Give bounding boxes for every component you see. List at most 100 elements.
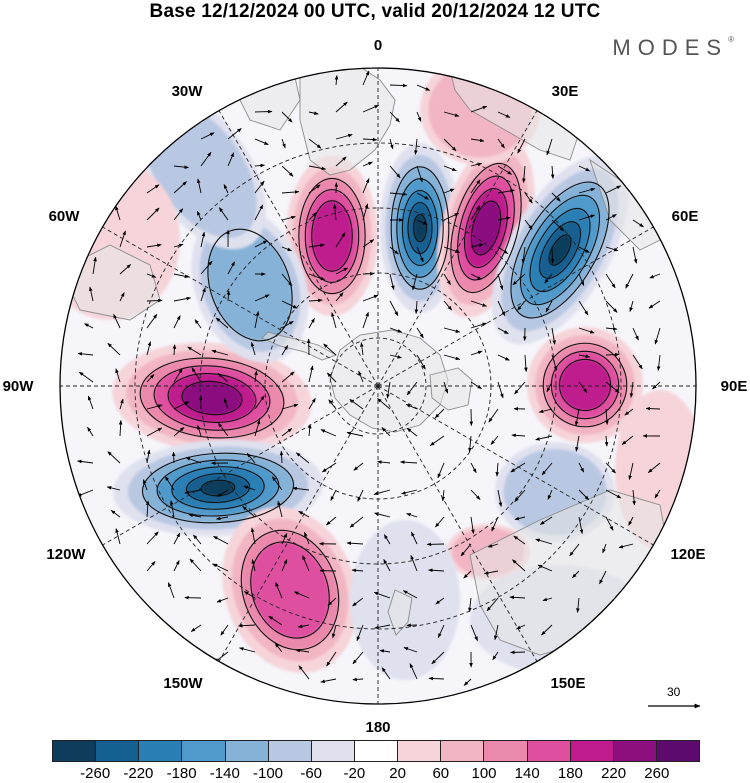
wind-vector [333,204,337,221]
wind-vector [331,624,337,639]
colorbar-tick-label: 60 [432,765,450,782]
wind-vector [353,462,364,471]
anomaly-contour [519,194,601,306]
anomaly-contour [250,541,330,639]
wind-vector [250,527,256,545]
wind-vector [217,373,229,383]
wind-vector [281,190,300,194]
wind-vector [119,264,132,275]
landmass [299,68,396,176]
wind-vector [443,212,460,221]
wind-vector [470,516,475,535]
colorbar-tick-label: 180 [557,765,583,782]
wind-vector [605,489,622,499]
colorbar-tick-label: -100 [252,765,284,782]
wind-vector [401,489,418,495]
wind-vector [647,462,661,473]
wind-vector [470,462,477,474]
wind-vector [389,273,395,291]
wind-vector [213,535,229,545]
wind-vector [541,624,553,636]
positive-anomaly-band [559,359,611,411]
wind-vector [187,346,202,356]
colorbar-tick-label: -220 [123,765,154,782]
lon-label-120w: 120W [46,546,86,563]
wind-vector [173,532,181,545]
wind-vector [524,354,528,373]
wind-vector [468,597,472,613]
wind-vector [362,137,378,142]
wind-vector [212,563,229,572]
anomaly-contour [181,380,243,416]
wind-vector [389,165,401,179]
wind-vector [470,489,481,500]
wind-vector [281,111,293,123]
wind-vector [551,192,561,202]
wind-vector [386,381,391,399]
wind-vector [381,667,391,680]
wind-vector [146,404,163,410]
anomaly-contour [167,373,257,423]
wind-vector [510,650,526,655]
wind-vector [335,232,346,248]
wind-vector [254,138,269,146]
wind-vector [537,564,553,572]
negative-anomaly-band [549,234,571,266]
wind-vector [416,84,431,91]
wind-vector [223,183,229,194]
wind-vector [645,406,661,411]
lon-label-90e: 90E [721,378,748,395]
wind-vector [443,327,461,333]
wind-vector [352,651,364,665]
wind-vector [443,138,457,152]
colorbar-tick-label: -180 [166,765,197,782]
wind-vector [470,350,483,356]
wind-vector [142,479,148,491]
wind-vector [115,528,121,545]
lon-label-120e: 120E [670,546,705,563]
wind-vector [173,368,183,383]
wind-vector [281,300,298,309]
wind-vector [497,381,504,399]
wind-vector [308,318,315,329]
wind-vector [551,219,565,232]
wind-vector [416,354,426,370]
wind-vector [220,624,229,636]
wind-vector [308,365,314,383]
wind-vector [107,451,121,464]
wind-vector [346,541,364,545]
wind-vector [298,665,310,680]
wind-vector [414,300,419,314]
wind-vector [115,205,121,221]
wind-vector [605,516,614,531]
wind-vector [578,187,596,194]
colorbar-tick-label: 20 [389,765,406,782]
wind-vector [412,273,418,291]
wind-vector [578,489,590,501]
wind-vector [550,246,555,264]
lon-label-90w: 90W [3,378,35,395]
wind-vector [497,165,512,175]
wind-vector [497,138,505,149]
anomaly-contour [558,358,612,412]
anomaly-contour [141,452,295,524]
wind-vector [654,489,661,499]
anomaly-contour [156,459,280,517]
wind-vector [524,192,533,204]
wind-vector [190,624,202,632]
wind-vector [578,273,585,287]
wind-vector [146,427,163,437]
wind-vector [356,624,364,642]
wind-vector [193,534,202,545]
wind-vector [275,582,283,599]
wind-vector [551,327,556,345]
wind-vector [334,75,339,86]
wind-vector [403,647,418,653]
wind-vector [373,489,391,496]
wind-vector [605,300,618,313]
wind-vector [389,246,399,255]
wind-vector [621,435,634,445]
wind-vector [443,188,455,194]
anomaly-contour [510,181,610,319]
wind-vector [605,273,616,289]
